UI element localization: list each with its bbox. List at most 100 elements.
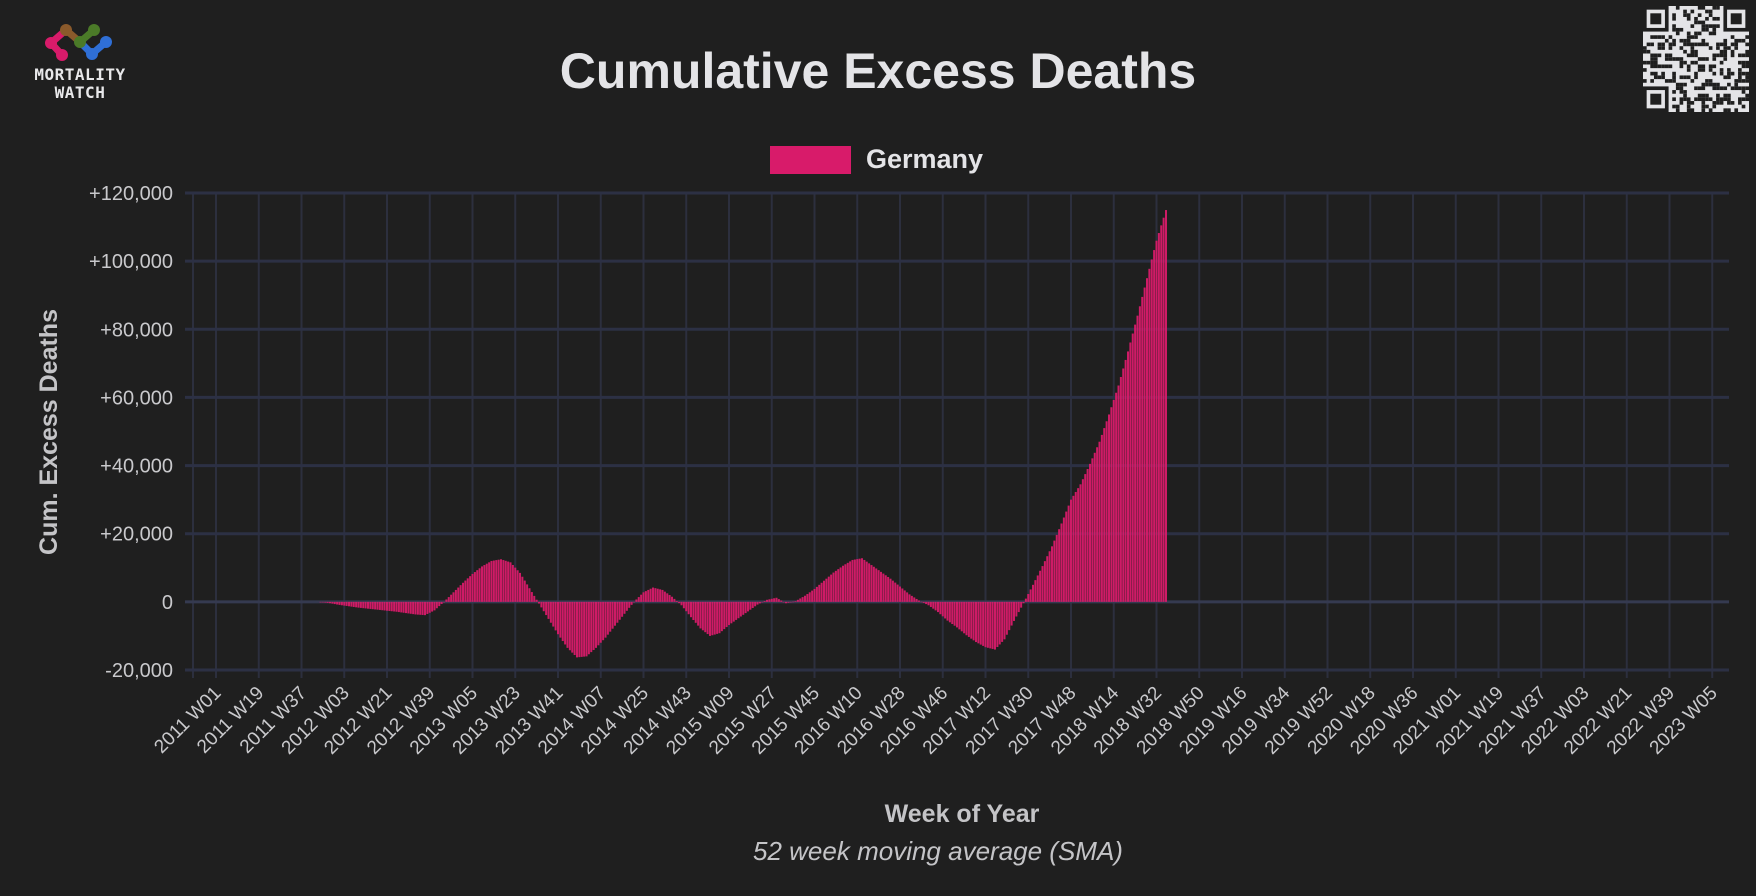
bar — [1157, 233, 1160, 602]
y-tick-label: +80,000 — [100, 319, 173, 341]
bar — [319, 601, 322, 603]
y-tick-label: +20,000 — [100, 524, 173, 546]
bar — [953, 601, 956, 626]
bar — [1032, 584, 1034, 602]
bar — [338, 601, 341, 605]
bar — [1086, 468, 1089, 602]
bar — [704, 601, 707, 633]
bar — [903, 590, 906, 602]
bar — [865, 561, 868, 602]
bar — [1165, 210, 1167, 602]
bar — [1013, 601, 1015, 621]
bar — [675, 601, 678, 602]
bar — [1134, 324, 1137, 602]
bar — [1024, 598, 1027, 602]
bar — [1060, 523, 1063, 602]
bar — [1065, 511, 1068, 602]
bar — [371, 601, 374, 610]
bar — [504, 560, 507, 602]
bar — [977, 601, 980, 644]
bar — [1067, 505, 1070, 602]
bar — [998, 601, 1001, 645]
bar — [891, 580, 894, 602]
bar — [659, 589, 662, 602]
bar — [948, 601, 951, 623]
bar — [625, 601, 628, 611]
molecule-logo-icon — [45, 24, 112, 61]
bar — [827, 576, 830, 602]
bar — [1162, 217, 1165, 602]
bar — [628, 601, 631, 608]
bar — [1146, 278, 1148, 602]
bar — [680, 601, 683, 606]
bar — [991, 601, 994, 649]
bar — [1055, 534, 1058, 602]
bar — [599, 601, 602, 643]
bar — [1062, 517, 1065, 602]
bar — [348, 601, 350, 607]
bar — [492, 560, 495, 602]
bar — [1089, 463, 1091, 602]
bar — [732, 601, 735, 622]
bar — [576, 601, 578, 658]
bar — [578, 601, 581, 658]
bar — [946, 601, 949, 621]
bar — [728, 601, 730, 626]
bar — [768, 599, 771, 602]
bar — [438, 601, 441, 607]
bar — [545, 601, 548, 616]
bar — [362, 601, 365, 609]
bar — [652, 587, 654, 602]
bar — [509, 562, 512, 602]
bar — [690, 601, 692, 618]
bar — [825, 578, 828, 602]
bar — [1084, 474, 1087, 602]
bar — [756, 601, 759, 605]
bar — [507, 561, 510, 602]
bar — [1046, 556, 1049, 602]
bar — [402, 601, 405, 613]
bar — [1091, 458, 1094, 602]
bar — [478, 568, 481, 602]
bar — [364, 601, 367, 609]
bar — [780, 600, 783, 602]
bar — [440, 601, 443, 604]
bar — [887, 576, 890, 602]
bar — [390, 601, 393, 612]
logo-text-line1: MORTALITY — [34, 65, 126, 84]
bar — [747, 601, 749, 612]
bar — [837, 569, 840, 602]
bar — [530, 592, 533, 602]
bar — [668, 595, 671, 602]
bar — [894, 582, 897, 602]
bar — [1041, 566, 1044, 602]
bar — [856, 559, 859, 602]
bar — [725, 601, 728, 628]
bar — [1017, 601, 1020, 613]
bar — [751, 601, 754, 608]
bar — [758, 601, 761, 604]
bar — [799, 598, 802, 602]
qr-code-icon[interactable] — [1643, 6, 1749, 112]
bar — [324, 601, 327, 603]
bar — [742, 601, 745, 615]
bar — [602, 601, 605, 641]
bar — [647, 589, 650, 602]
legend[interactable]: Germany — [770, 144, 983, 175]
bar — [1110, 407, 1113, 602]
bar — [464, 580, 467, 602]
bar — [656, 588, 659, 602]
y-tick-label: +100,000 — [89, 251, 173, 273]
bar — [383, 601, 386, 611]
bar — [535, 599, 538, 602]
bar — [378, 601, 381, 610]
bar — [934, 601, 937, 611]
bar — [414, 601, 417, 615]
bar — [459, 585, 462, 602]
bar — [559, 601, 562, 638]
bar — [471, 573, 474, 602]
bar — [1093, 452, 1096, 602]
x-axis-title: Week of Year — [885, 800, 1040, 828]
y-tick-label: +120,000 — [89, 183, 173, 205]
